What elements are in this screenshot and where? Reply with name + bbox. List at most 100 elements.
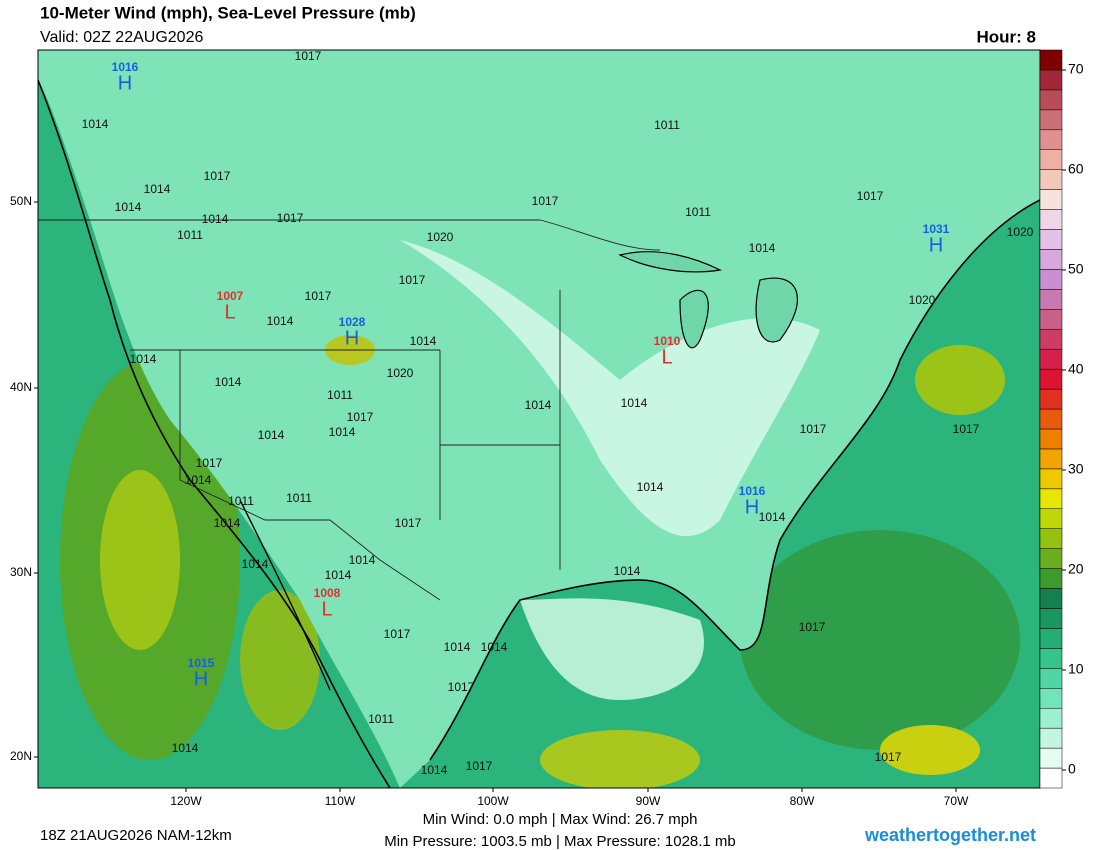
- colorbar-swatch: [1039, 448, 1063, 470]
- isobar-label: 1014: [242, 557, 269, 571]
- colorbar-swatch: [1039, 548, 1063, 569]
- colorbar-swatch: [1039, 608, 1063, 629]
- isobar-label: 1011: [654, 118, 680, 132]
- center-value: 1028: [339, 315, 366, 329]
- isobar-label: 1014: [130, 352, 157, 366]
- lon-label: 90W: [636, 794, 661, 808]
- colorbar: 0 10 20 30 40 50 60 70: [1039, 49, 1084, 789]
- colorbar-swatch: [1039, 69, 1063, 91]
- isobar-label: 1011: [286, 491, 312, 505]
- colorbar-swatch: [1039, 528, 1063, 549]
- colorbar-label: 60: [1068, 161, 1084, 177]
- center-letter: H: [745, 496, 759, 518]
- isobar-label: 1017: [799, 620, 826, 634]
- valid-time: Valid: 02Z 22AUG2026: [40, 29, 203, 46]
- center-value: 1031: [923, 222, 950, 236]
- lat-label: 20N: [10, 749, 32, 763]
- isobar-label: 1014: [349, 553, 376, 567]
- forecast-hour: Hour: 8: [977, 27, 1037, 46]
- isobar-label: 1017: [875, 750, 902, 764]
- colorbar-swatch: [1039, 648, 1063, 669]
- colorbar-swatch: [1039, 368, 1063, 390]
- colorbar-swatch: [1039, 328, 1063, 350]
- isobar-label: 1017: [204, 169, 231, 183]
- isobar-label: 1017: [295, 49, 322, 63]
- isobar-label: 1011: [685, 205, 711, 219]
- colorbar-label: 30: [1068, 461, 1084, 477]
- wind-field: [100, 470, 180, 650]
- lat-label: 30N: [10, 565, 32, 579]
- isobar-label: 1014: [185, 473, 212, 487]
- colorbar-swatch: [1039, 388, 1063, 410]
- gulf-field: [520, 598, 704, 700]
- isobar-label: 1011: [177, 228, 203, 242]
- colorbar-swatch: [1039, 209, 1063, 230]
- great-lakes: [618, 251, 798, 349]
- isobar-label: 1014: [329, 425, 356, 439]
- colorbar-swatch: [1039, 229, 1063, 250]
- colorbar-swatch: [1039, 428, 1063, 450]
- colorbar-label: 0: [1068, 761, 1076, 777]
- isobar-label: 1014: [421, 763, 448, 777]
- isobar-label: 1011: [327, 388, 353, 402]
- isobar-label: 1017: [399, 273, 426, 287]
- isobar-label: 1017: [466, 759, 493, 773]
- lon-label: 110W: [325, 794, 356, 808]
- center-value: 1015: [188, 656, 215, 670]
- colorbar-label: 10: [1068, 661, 1084, 677]
- site-credit: weathertogether.net: [864, 825, 1036, 845]
- isobar-label: 1014: [759, 510, 786, 524]
- center-value: 1007: [217, 289, 244, 303]
- colorbar-swatch: [1039, 767, 1063, 789]
- center-letter: H: [929, 234, 943, 256]
- colorbar-swatch: [1039, 588, 1063, 609]
- wind-field: [540, 730, 700, 788]
- isobar-label: 1014: [215, 375, 242, 389]
- lon-label: 120W: [170, 794, 202, 808]
- colorbar-swatch: [1039, 309, 1063, 330]
- colorbar-swatch: [1039, 568, 1063, 589]
- isobar-label: 1011: [368, 712, 394, 726]
- colorbar-label: 70: [1068, 61, 1084, 77]
- isobar-label: 1011: [228, 494, 254, 508]
- center-value: 1016: [739, 484, 766, 498]
- isobar-label: 1014: [202, 212, 229, 226]
- isobar-label: 1017: [277, 211, 304, 225]
- center-value: 1010: [654, 334, 681, 348]
- colorbar-swatch: [1039, 468, 1063, 490]
- center-value: 1016: [112, 60, 139, 74]
- isobar-label: 1020: [427, 230, 454, 244]
- isobar-label: 1020: [1007, 225, 1034, 239]
- isobar-label: 1014: [82, 117, 109, 131]
- lon-label: 80W: [790, 794, 815, 808]
- wind-field: [915, 345, 1005, 415]
- colorbar-label: 50: [1068, 261, 1084, 277]
- isobar-label: 1014: [267, 314, 294, 328]
- wind-field: [740, 530, 1020, 750]
- colorbar-swatch: [1039, 628, 1063, 649]
- isobar-label: 1014: [481, 640, 508, 654]
- isobar-label: 1014: [410, 334, 437, 348]
- center-letter: H: [345, 327, 359, 349]
- center-letter: L: [661, 346, 672, 368]
- isobar-label: 1017: [395, 516, 422, 530]
- land-field: [38, 50, 1040, 788]
- colorbar-swatch: [1039, 348, 1063, 370]
- isobar-label: 1014: [214, 516, 241, 530]
- isobar-label: 1014: [258, 428, 285, 442]
- land-field: [400, 240, 820, 537]
- colorbar-swatch: [1039, 249, 1063, 270]
- coastline: [38, 79, 391, 788]
- isobar-label: 1014: [172, 741, 199, 755]
- colorbar-swatch: [1039, 169, 1063, 190]
- isobar-label: 1014: [115, 200, 142, 214]
- isobar-label: 1017: [384, 627, 411, 641]
- colorbar-swatch: [1039, 668, 1063, 689]
- wind-stats: Min Wind: 0.0 mph | Max Wind: 26.7 mph: [423, 811, 698, 828]
- isobar-label: 1017: [857, 189, 884, 203]
- center-letter: L: [224, 301, 235, 323]
- colorbar-swatch: [1039, 49, 1063, 71]
- isobar-label: 1014: [749, 241, 776, 255]
- colorbar-swatch: [1039, 747, 1063, 769]
